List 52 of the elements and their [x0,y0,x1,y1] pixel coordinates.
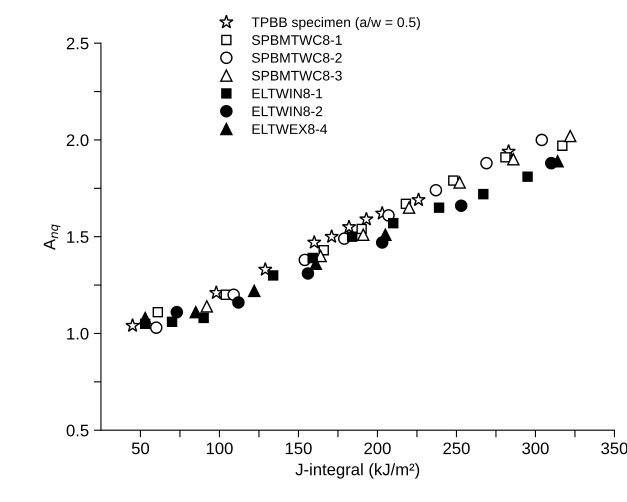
legend-label: ELTWEX8-4 [252,124,328,134]
point [324,229,339,244]
point [356,228,370,242]
point [507,153,520,166]
point [306,234,322,249]
point [138,312,152,324]
y-tick-label: 1.5 [67,231,88,243]
y-tick-label: 1.0 [67,328,88,340]
legend-label: SPBMTWC8-2 [252,52,342,63]
x-tick-label: 50 [132,442,150,454]
point [166,316,178,328]
point [557,140,568,151]
x-tick-label: 250 [443,442,470,454]
point [125,318,140,332]
point [453,176,466,189]
point [302,267,314,280]
legend-label: ELTWIN8-1 [252,88,322,98]
point [454,199,468,212]
x-tick-label: 200 [364,442,391,454]
point [359,212,374,226]
point [536,134,548,146]
point [434,202,444,213]
x-tick-label: 300 [522,442,549,454]
point [150,321,162,334]
y-tick-label: 2.5 [66,38,88,50]
point [500,152,511,163]
point [342,219,356,234]
y-axis-title: A$_{nq}$ [44,224,60,250]
point [411,192,426,206]
legend-label: SPBMTWC8-1 [252,35,342,45]
point [478,188,489,200]
point [480,156,493,170]
point [170,306,184,318]
point [430,184,442,196]
legend-label: TPBB specimen (a/w = 0.5) [252,16,420,30]
point [232,296,245,309]
x-tick-label: 100 [206,442,233,454]
point [522,171,533,182]
legend-label: SPBMTWC8-3 [252,70,342,81]
x-tick-label: 150 [286,442,312,454]
x-axis-title: J-integral (kJ/m²) [295,463,420,479]
y-tick-label: 0.5 [66,424,88,436]
point [346,231,358,242]
point [200,300,214,313]
legend-label: ELTWIN8-2 [252,106,322,116]
point [564,130,576,142]
point [388,218,398,228]
point [402,201,416,214]
y-tick-label: 2.0 [66,134,88,146]
point [268,270,278,281]
point [152,306,164,318]
point [248,284,260,298]
